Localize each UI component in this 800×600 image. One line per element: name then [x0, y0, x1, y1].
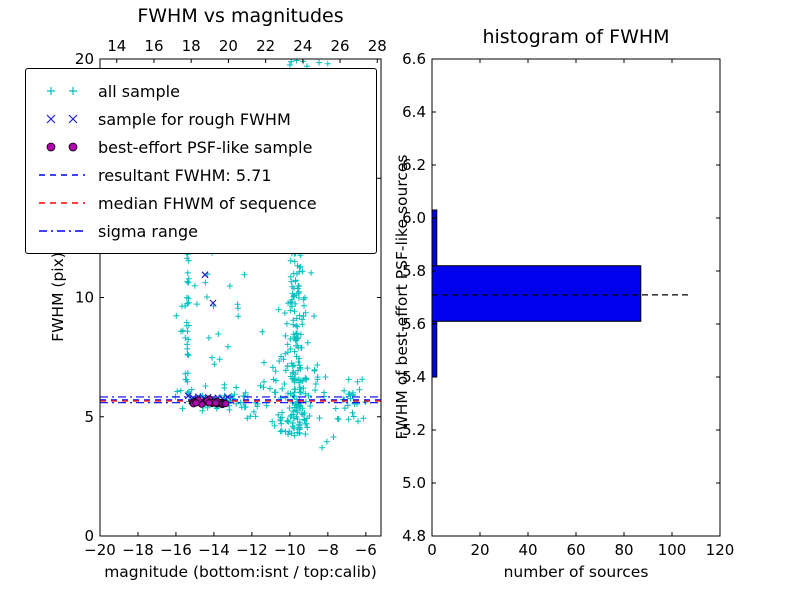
right-plot-ylabel: FWHM of best-effort PSF-like sources: [393, 154, 411, 440]
x-tick-label-bottom: −6: [355, 541, 377, 559]
x-tick-label: 100: [658, 541, 687, 559]
x-tick-label-bottom: −12: [236, 541, 268, 559]
y-tick-label: 20: [75, 50, 94, 68]
legend-label: sample for rough FWHM: [98, 109, 291, 129]
x-tick-label-top: 26: [331, 37, 350, 55]
legend-label: all sample: [98, 81, 180, 101]
y-tick-label: 6.0: [402, 209, 426, 227]
x-tick-label: 0: [427, 541, 437, 559]
series-psf-sample-point: [212, 399, 220, 407]
y-tick-label: 5.2: [402, 421, 426, 439]
legend-marker-dashdot-line-icon: [39, 230, 85, 232]
series-psf-sample-point: [205, 399, 213, 407]
y-tick-label: 5.0: [402, 474, 426, 492]
legend-entry-5: sigma range: [36, 217, 366, 245]
y-tick-label: 5: [84, 408, 94, 426]
legend-entry-0: all sample: [36, 77, 366, 105]
right-plot-xlabel: number of sources: [503, 563, 649, 581]
legend-label: resultant FWHM: 5.71: [98, 165, 272, 185]
legend-label: sigma range: [98, 221, 198, 241]
y-tick-label: 10: [75, 289, 94, 307]
x-tick-label-top: 20: [219, 37, 238, 55]
series-rough-fwhm: [184, 271, 232, 403]
x-tick-label-top: 18: [182, 37, 201, 55]
x-tick-label-bottom: −20: [84, 541, 116, 559]
x-tick-label-top: 22: [256, 37, 275, 55]
legend-entry-2: best-effort PSF-like sample: [36, 133, 366, 161]
legend-entry-1: sample for rough FWHM: [36, 105, 366, 133]
left-plot-title: FWHM vs magnitudes: [137, 5, 344, 27]
x-tick-label-bottom: −10: [274, 541, 306, 559]
x-tick-label-top: 28: [368, 37, 387, 55]
x-tick-label: 60: [566, 541, 585, 559]
y-tick-label: 4.8: [402, 527, 426, 545]
x-tick-label-top: 14: [107, 37, 126, 55]
scatter-plot-area: [100, 59, 381, 451]
right-plot-title: histogram of FWHM: [482, 26, 670, 48]
x-tick-label: 40: [518, 541, 537, 559]
legend-marker-dashed-line-icon: [39, 174, 85, 176]
hist-bar: [431, 320, 438, 378]
legend-entry-3: resultant FWHM: 5.71: [36, 161, 366, 189]
x-tick-label-top: 16: [144, 37, 163, 55]
legend-label: best-effort PSF-like sample: [98, 137, 313, 157]
legend-marker-plus-icon: [47, 87, 77, 95]
legend-marker-circle-icon: [46, 142, 78, 152]
legend-label: median FHWM of sequence: [98, 193, 317, 213]
y-tick-label: 6.4: [402, 103, 426, 121]
hist-bar: [431, 265, 642, 322]
x-tick-label-top: 24: [293, 37, 312, 55]
y-tick-label: 5.6: [402, 315, 426, 333]
legend-marker-dashed-line-icon: [39, 202, 85, 204]
series-psf-sample-point: [192, 399, 200, 407]
x-tick-label-bottom: −14: [198, 541, 230, 559]
y-tick-label: 5.8: [402, 262, 426, 280]
x-tick-label-bottom: −8: [317, 541, 339, 559]
x-tick-label: 20: [470, 541, 489, 559]
legend-marker-x-icon: [46, 114, 78, 124]
x-tick-label-bottom: −16: [160, 541, 192, 559]
y-tick-label: 5.4: [402, 368, 426, 386]
legend-box: all sample sample for rough FWHM best-effo…: [25, 68, 377, 254]
x-tick-label: 120: [706, 541, 735, 559]
y-tick-label: 6.2: [402, 156, 426, 174]
legend-entry-4: median FHWM of sequence: [36, 189, 366, 217]
series-psf-sample-point: [222, 400, 230, 408]
y-tick-label: 6.6: [402, 50, 426, 68]
y-tick-label: 0: [84, 527, 94, 545]
x-tick-label-bottom: −18: [122, 541, 154, 559]
left-plot-ylabel: FWHM (pix): [49, 252, 67, 342]
x-tick-label: 80: [614, 541, 633, 559]
left-plot-xlabel: magnitude (bottom:isnt / top:calib): [104, 563, 377, 581]
